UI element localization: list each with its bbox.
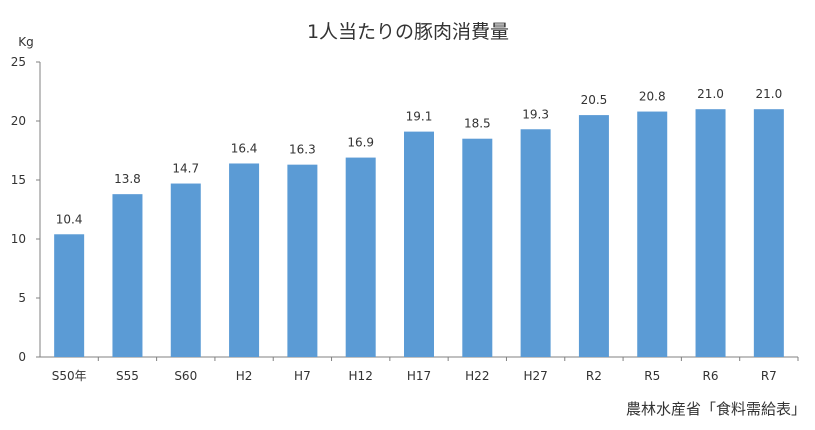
bar [462, 138, 493, 357]
x-tick-label: R6 [703, 369, 719, 383]
x-tick-label: S50年 [52, 369, 87, 383]
data-label: 21.0 [755, 87, 782, 101]
data-label: 16.3 [289, 143, 316, 157]
y-axis-ticks: 0 5 10 15 20 25 [11, 55, 40, 364]
y-axis-unit-label: Kg [18, 35, 34, 49]
x-tick-label: H22 [465, 369, 489, 383]
x-tick-label: R2 [586, 369, 602, 383]
x-axis-ticks: S50年 S55 S60 H2 H7 H12 H17 H22 H27 R2 R5 R6 R7 [52, 357, 799, 383]
bar [170, 183, 201, 357]
y-tick-label: 0 [18, 350, 26, 364]
data-label: 20.8 [639, 90, 666, 104]
bar-series [54, 109, 784, 357]
bar [287, 164, 318, 357]
data-label: 16.9 [347, 136, 374, 150]
bar [520, 129, 551, 357]
x-tick-label: R5 [644, 369, 660, 383]
data-label: 18.5 [464, 117, 491, 131]
data-label: 19.3 [522, 107, 549, 121]
x-tick-label: H27 [523, 369, 547, 383]
data-label: 10.4 [56, 212, 83, 226]
chart-title: 1人当たりの豚肉消費量 [307, 21, 509, 43]
bar [229, 163, 260, 357]
x-tick-label: R7 [761, 369, 777, 383]
bar [753, 109, 784, 357]
source-note: 農林水産省「食料需給表」 [626, 400, 806, 418]
bar [695, 109, 726, 357]
bar [112, 194, 143, 357]
x-tick-label: H2 [236, 369, 253, 383]
bar [578, 115, 609, 357]
data-label: 20.5 [581, 93, 608, 107]
data-label: 14.7 [172, 162, 199, 176]
y-tick-label: 10 [11, 232, 26, 246]
bar [637, 111, 668, 357]
data-label: 19.1 [406, 110, 433, 124]
bar [404, 131, 434, 357]
y-tick-label: 20 [11, 114, 26, 128]
bar [345, 157, 376, 357]
data-label: 21.0 [697, 87, 724, 101]
y-tick-label: 5 [18, 291, 26, 305]
x-tick-label: H7 [294, 369, 311, 383]
x-tick-label: S55 [116, 369, 139, 383]
bar [54, 234, 85, 357]
data-label: 13.8 [114, 172, 141, 186]
x-tick-label: H12 [349, 369, 373, 383]
data-label: 16.4 [231, 141, 258, 155]
x-tick-label: S60 [174, 369, 197, 383]
y-tick-label: 15 [11, 173, 26, 187]
x-tick-label: H17 [407, 369, 431, 383]
data-labels: 10.4 13.8 14.7 16.4 16.3 16.9 19.1 18.5 19.3 20.5… [56, 87, 782, 226]
y-tick-label: 25 [11, 55, 26, 69]
